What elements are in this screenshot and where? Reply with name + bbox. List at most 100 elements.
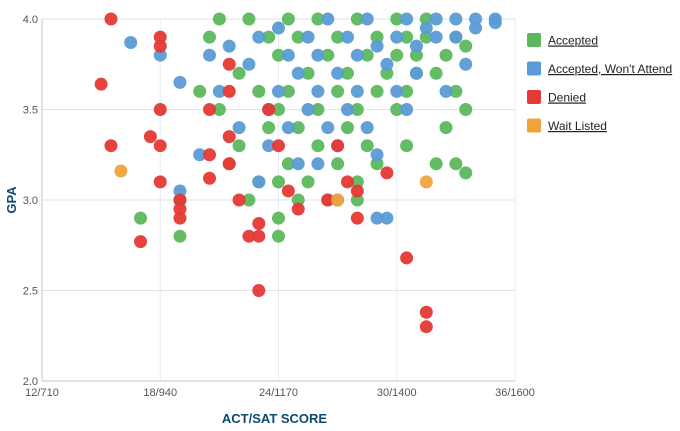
point-denied (153, 39, 167, 53)
point-accepted-wont-attend (291, 157, 305, 171)
point-accepted-wont-attend (390, 30, 404, 44)
point-accepted-wont-attend (153, 48, 167, 62)
point-accepted (203, 30, 217, 44)
point-accepted-wont-attend (321, 121, 335, 135)
x-axis-title: ACT/SAT SCORE (222, 411, 328, 426)
legend-swatch-denied (527, 90, 541, 104)
point-accepted (419, 30, 433, 44)
point-accepted (272, 211, 285, 225)
x-tick-label: 12/710 (25, 387, 59, 399)
tick-labels: 12/710 18/940 24/1170 30/1400 36/1600 2.0 2.5 3… (23, 14, 535, 399)
point-accepted (311, 139, 325, 153)
point-accepted-wont-attend (252, 175, 266, 189)
point-accepted (390, 48, 404, 62)
point-accepted (360, 139, 374, 153)
point-accepted (262, 30, 276, 44)
point-accepted-wont-attend (380, 211, 394, 225)
point-accepted (291, 121, 305, 135)
point-accepted-wont-attend (429, 30, 443, 44)
point-accepted-wont-attend (409, 66, 423, 80)
point-accepted-wont-attend (272, 84, 285, 98)
point-accepted (291, 193, 305, 207)
point-accepted-wont-attend (350, 48, 364, 62)
point-denied (173, 211, 187, 225)
point-accepted-wont-attend (360, 12, 374, 26)
point-accepted-wont-attend (173, 184, 187, 198)
point-denied (203, 148, 217, 162)
point-accepted (331, 157, 345, 171)
y-tick-label: 3.0 (23, 195, 38, 207)
point-accepted-wont-attend (340, 103, 354, 116)
point-accepted (281, 157, 295, 171)
point-accepted-wont-attend (252, 30, 266, 44)
point-accepted (380, 66, 394, 80)
point-accepted (212, 12, 226, 26)
point-denied (242, 229, 256, 243)
point-accepted-wont-attend (409, 39, 423, 53)
point-accepted (173, 229, 187, 243)
point-denied (419, 305, 433, 319)
point-accepted (370, 157, 384, 171)
point-accepted-wont-attend (281, 48, 295, 62)
point-accepted-wont-attend (459, 57, 473, 71)
point-accepted-wont-attend (400, 12, 414, 26)
point-denied (321, 193, 335, 207)
point-accepted-wont-attend (281, 121, 295, 135)
point-denied (380, 166, 394, 180)
point-accepted (439, 121, 453, 135)
point-accepted-wont-attend (400, 103, 414, 116)
point-accepted (311, 12, 325, 26)
point-accepted (459, 166, 473, 180)
point-accepted (400, 84, 414, 98)
point-accepted-wont-attend (449, 12, 463, 26)
point-accepted-wont-attend (419, 21, 433, 35)
point-denied (252, 229, 266, 243)
point-accepted-wont-attend (311, 157, 325, 171)
point-denied (143, 130, 157, 144)
legend-item-denied[interactable]: Denied (548, 91, 586, 105)
point-accepted (134, 211, 148, 225)
point-denied (203, 103, 217, 116)
point-accepted-wont-attend (331, 66, 345, 80)
point-accepted (370, 84, 384, 98)
point-denied (153, 30, 167, 44)
point-accepted-wont-attend (360, 121, 374, 135)
point-denied (104, 12, 118, 26)
grid (42, 18, 516, 381)
point-accepted-wont-attend (340, 30, 354, 44)
y-tick-label: 2.5 (23, 286, 38, 298)
legend-item-wait-listed[interactable]: Wait Listed (548, 119, 607, 133)
point-accepted (272, 175, 285, 189)
point-denied (350, 211, 364, 225)
point-accepted (390, 103, 404, 116)
point-denied (281, 184, 295, 198)
point-denied (272, 139, 285, 153)
point-accepted (340, 66, 354, 80)
legend-item-accepted-wont-attend[interactable]: Accepted, Won't Attend (548, 62, 672, 76)
point-denied (252, 284, 266, 297)
point-accepted-wont-attend (291, 66, 305, 80)
point-accepted-wont-attend (321, 12, 335, 26)
point-accepted (281, 12, 295, 26)
point-accepted (272, 48, 285, 62)
point-accepted (449, 157, 463, 171)
point-wait-listed (114, 164, 128, 178)
point-denied (222, 157, 236, 171)
point-accepted (301, 66, 315, 80)
point-accepted-wont-attend (488, 16, 502, 30)
x-tick-label: 24/1170 (259, 387, 298, 399)
point-accepted-wont-attend (380, 57, 394, 71)
point-accepted (232, 139, 246, 153)
legend-item-accepted[interactable]: Accepted (548, 34, 598, 48)
point-accepted-wont-attend (242, 57, 256, 71)
point-accepted (262, 121, 276, 135)
point-denied (173, 193, 187, 207)
point-denied (350, 184, 364, 198)
point-accepted-wont-attend (311, 48, 325, 62)
point-accepted-wont-attend (439, 84, 453, 98)
point-accepted-wont-attend (350, 84, 364, 98)
y-tick-label: 4.0 (23, 14, 38, 26)
point-accepted (340, 121, 354, 135)
point-denied (331, 139, 345, 153)
